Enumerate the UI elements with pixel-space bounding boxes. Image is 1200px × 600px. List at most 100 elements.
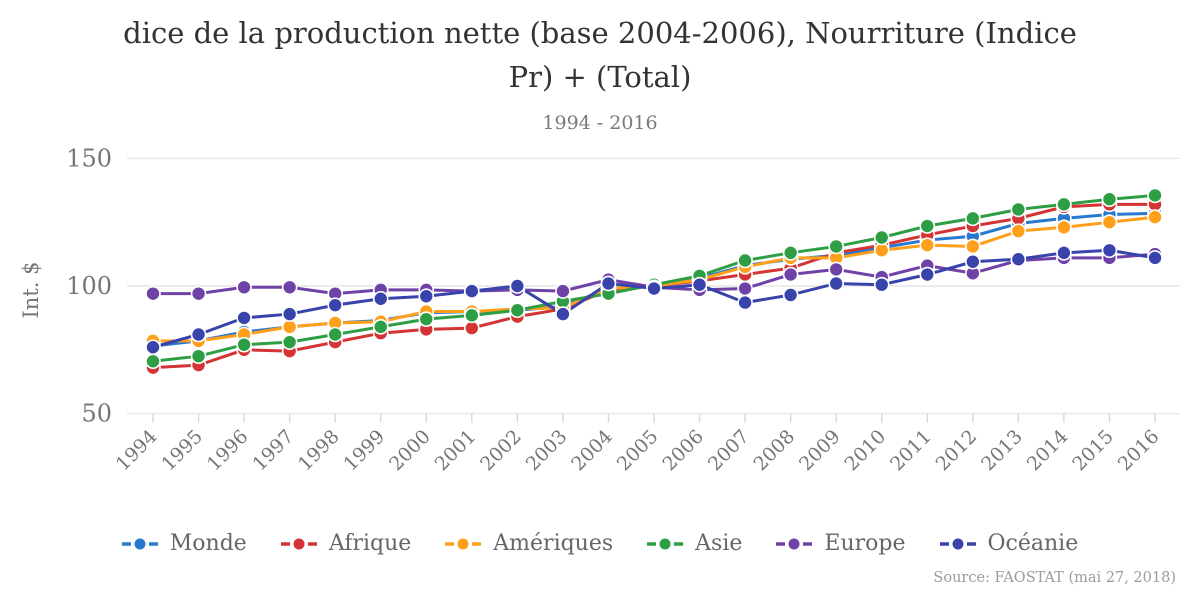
data-point-Asie-2009[interactable]: Asie 2009: 115.5 <box>828 238 844 255</box>
data-point-Europe-2009[interactable]: Europe 2009: 106.5 <box>828 261 844 278</box>
data-point-Amériques-2014[interactable]: Amériques 2014: 123 <box>1056 219 1072 236</box>
y-axis-label: Int. $ <box>19 262 43 319</box>
data-point-Asie-1995[interactable]: Asie 1995: 72.5 <box>190 348 207 364</box>
x-tick-label: 2016 <box>1114 426 1164 476</box>
data-point-Océanie-1994[interactable]: Océanie 1994: 76 <box>145 339 161 356</box>
x-tick-label: 2012 <box>932 426 982 476</box>
data-point-Asie-1996[interactable]: Asie 1996: 77 <box>236 336 252 353</box>
data-point-Océanie-2014[interactable]: Océanie 2014: 113 <box>1056 245 1072 261</box>
legend: Monde Afrique Amériques Asie Europe Océanie <box>0 531 1200 556</box>
data-point-Europe-1995[interactable]: Europe 1995: 97 <box>190 285 207 302</box>
data-point-Asie-2000[interactable]: Asie 2000: 87 <box>418 311 435 327</box>
data-point-Océanie-2007[interactable]: Océanie 2007: 93.5 <box>737 294 753 311</box>
data-point-Asie-1994[interactable]: Asie 1994: 70.5 <box>145 353 161 370</box>
data-point-Asie-2011[interactable]: Asie 2011: 123.5 <box>919 218 936 234</box>
x-tick-label: 2007 <box>704 426 754 476</box>
data-point-Europe-1996[interactable]: Europe 1996: 99.5 <box>236 279 252 296</box>
legend-item-monde[interactable]: Monde <box>121 531 247 556</box>
legend-marker-icon <box>776 538 813 549</box>
data-point-Asie-2007[interactable]: Asie 2007: 110 <box>737 252 753 269</box>
legend-item-oceanie[interactable]: Océanie <box>939 531 1079 556</box>
chart-title: dice de la production nette (base 2004-2… <box>0 12 1200 99</box>
data-point-Amériques-2012[interactable]: Amériques 2012: 115.5 <box>965 238 981 255</box>
data-point-Amériques-2011[interactable]: Amériques 2011: 116 <box>919 237 936 253</box>
x-tick-label: 2000 <box>385 426 435 476</box>
legend-label: Afrique <box>328 531 412 556</box>
data-point-Amériques-2016[interactable]: Amériques 2016: 127 <box>1147 209 1163 225</box>
data-point-Océanie-2006[interactable]: Océanie 2006: 100.5 <box>691 276 708 293</box>
data-point-Europe-2007[interactable]: Europe 2007: 99 <box>737 280 753 297</box>
data-point-Asie-2014[interactable]: Asie 2014: 132 <box>1056 196 1072 213</box>
data-point-Océanie-2011[interactable]: Océanie 2011: 104.5 <box>919 266 936 283</box>
chart-subtitle: 1994 - 2016 <box>542 112 658 134</box>
legend-label: Asie <box>695 531 743 556</box>
data-point-Amériques-2015[interactable]: Amériques 2015: 125 <box>1101 214 1118 230</box>
data-point-Asie-2012[interactable]: Asie 2012: 126.5 <box>965 210 981 227</box>
y-tick-label: 100 <box>66 272 112 300</box>
chart-title-line2: Pr) + (Total) <box>508 59 692 94</box>
data-point-Europe-2008[interactable]: Europe 2008: 104.5 <box>782 266 799 283</box>
data-point-Océanie-2012[interactable]: Océanie 2012: 109.5 <box>965 253 981 270</box>
data-point-Océanie-2013[interactable]: Océanie 2013: 110.5 <box>1010 251 1027 268</box>
x-tick-label: 1999 <box>340 426 390 476</box>
x-tick-label: 2013 <box>977 426 1027 476</box>
legend-item-asie[interactable]: Asie <box>647 531 742 556</box>
data-point-Europe-1994[interactable]: Europe 1994: 97 <box>145 285 161 302</box>
x-tick-label: 2011 <box>886 426 936 476</box>
data-point-Océanie-1999[interactable]: Océanie 1999: 95 <box>372 290 389 307</box>
data-point-Océanie-1996[interactable]: Océanie 1996: 87.5 <box>236 310 252 326</box>
legend-marker-icon <box>121 538 158 549</box>
data-point-Océanie-2003[interactable]: Océanie 2003: 89 <box>555 306 571 322</box>
data-point-Océanie-2005[interactable]: Océanie 2005: 99 <box>646 280 662 297</box>
data-point-Amériques-2010[interactable]: Amériques 2010: 114 <box>873 242 890 259</box>
data-point-Océanie-2002[interactable]: Océanie 2002: 100 <box>509 278 526 294</box>
data-point-Océanie-2001[interactable]: Océanie 2001: 98 <box>464 283 480 299</box>
data-point-Asie-2016[interactable]: Asie 2016: 135.5 <box>1147 187 1163 204</box>
source-caption: Source: FAOSTAT (mai 27, 2018) <box>933 570 1176 586</box>
data-point-Asie-2010[interactable]: Asie 2010: 119 <box>873 229 890 246</box>
x-tick-label: 1997 <box>248 426 298 476</box>
data-point-Afrique-2001[interactable]: Afrique 2001: 83.5 <box>464 320 480 336</box>
data-point-Océanie-1998[interactable]: Océanie 1998: 92.5 <box>327 297 343 313</box>
x-tick-label: 1998 <box>294 426 344 476</box>
data-point-Asie-1999[interactable]: Asie 1999: 84 <box>372 319 389 335</box>
data-point-Océanie-2015[interactable]: Océanie 2015: 114 <box>1101 242 1118 259</box>
data-point-Europe-2003[interactable]: Europe 2003: 98 <box>555 283 571 299</box>
data-point-Asie-2015[interactable]: Asie 2015: 134 <box>1101 191 1118 208</box>
chart-title-line1: dice de la production nette (base 2004-2… <box>123 16 1077 50</box>
data-point-Europe-1997[interactable]: Europe 1997: 99.5 <box>281 279 298 296</box>
data-point-Océanie-2010[interactable]: Océanie 2010: 100.5 <box>873 276 890 293</box>
legend-item-europe[interactable]: Europe <box>776 531 906 556</box>
legend-label: Océanie <box>987 531 1079 556</box>
data-point-Asie-2008[interactable]: Asie 2008: 113 <box>782 245 799 261</box>
data-point-Océanie-2004[interactable]: Océanie 2004: 101 <box>600 275 617 292</box>
data-point-Asie-2013[interactable]: Asie 2013: 130 <box>1010 201 1027 218</box>
legend-marker-icon <box>445 538 482 549</box>
legend-marker-icon <box>280 538 317 549</box>
x-tick-label: 2003 <box>522 426 572 476</box>
data-point-Asie-2001[interactable]: Asie 2001: 88.5 <box>464 307 480 324</box>
data-point-Océanie-2009[interactable]: Océanie 2009: 101 <box>828 275 844 292</box>
x-tick-label: 2002 <box>476 426 526 476</box>
x-tick-label: 2009 <box>795 426 845 476</box>
data-point-Asie-2002[interactable]: Asie 2002: 90.5 <box>509 302 526 319</box>
x-tick-label: 2001 <box>431 426 481 476</box>
data-point-Asie-1998[interactable]: Asie 1998: 81 <box>327 326 343 343</box>
x-tick-label: 2005 <box>613 426 663 476</box>
data-point-Océanie-1997[interactable]: Océanie 1997: 89 <box>281 306 298 322</box>
x-tick-label: 2014 <box>1023 426 1073 476</box>
legend-item-afrique[interactable]: Afrique <box>280 531 412 556</box>
data-point-Amériques-1997[interactable]: Amériques 1997: 84 <box>281 319 298 335</box>
x-tick-label: 2010 <box>841 426 891 476</box>
data-point-Amériques-2013[interactable]: Amériques 2013: 121.5 <box>1010 223 1027 239</box>
data-point-Océanie-2000[interactable]: Océanie 2000: 96 <box>418 288 435 305</box>
data-point-Océanie-1995[interactable]: Océanie 1995: 81 <box>190 326 207 343</box>
data-point-Océanie-2008[interactable]: Océanie 2008: 96.5 <box>782 287 799 303</box>
y-tick-label: 50 <box>81 400 112 428</box>
x-tick-label: 2006 <box>658 426 708 476</box>
data-point-Océanie-2016[interactable]: Océanie 2016: 111 <box>1147 250 1163 266</box>
data-point-Asie-1997[interactable]: Asie 1997: 78 <box>281 334 298 350</box>
legend-item-ameriques[interactable]: Amériques <box>445 531 613 556</box>
